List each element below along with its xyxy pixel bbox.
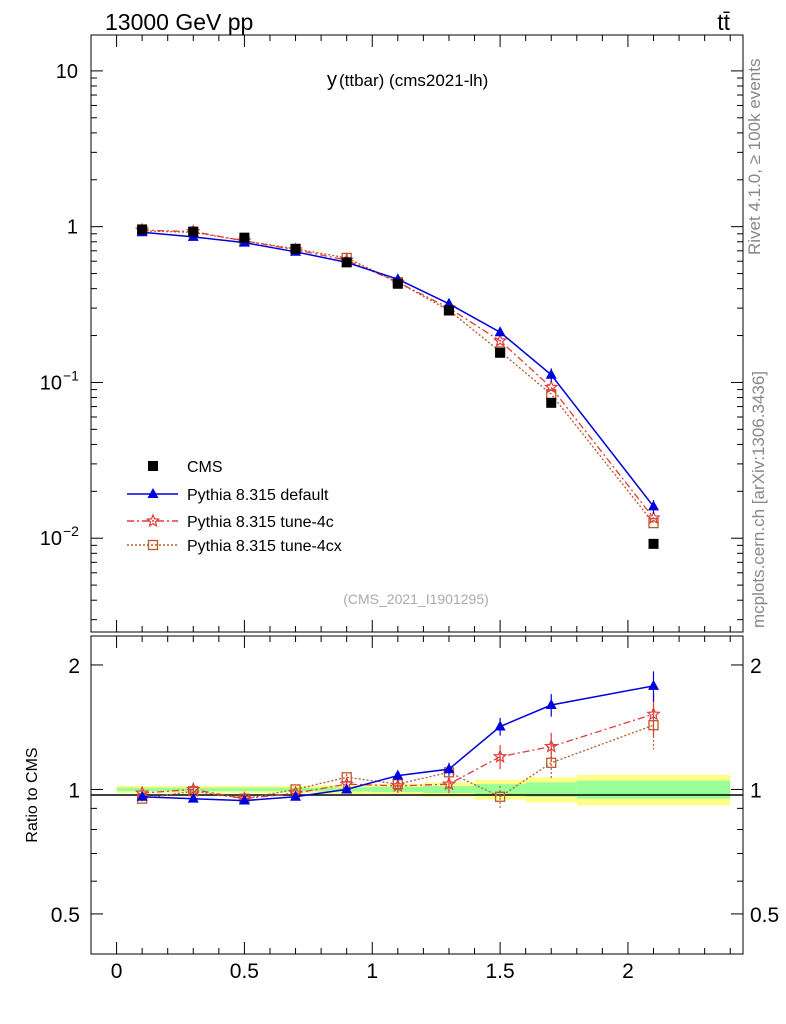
ratio-y-tick-label: 2 xyxy=(68,655,80,678)
ratio-y-tick-label-right: 0.5 xyxy=(750,904,779,927)
ratio-frame xyxy=(90,635,744,955)
data-point-cms xyxy=(290,243,301,254)
ratio-point-default xyxy=(392,769,404,780)
ratio-y-tick-label: 1 xyxy=(68,779,80,802)
ratio-point-default xyxy=(648,679,660,690)
ratio-point-tune4c xyxy=(186,781,201,796)
data-point-cms xyxy=(188,226,199,237)
data-point-cms xyxy=(137,224,148,235)
data-point-tune4c xyxy=(543,379,559,394)
main-frame xyxy=(90,34,744,633)
data-point-cms xyxy=(341,257,352,268)
ratio-point-tune4cx xyxy=(494,791,506,802)
legend-label-cms: CMS xyxy=(187,459,223,476)
ratio-band-inner xyxy=(525,782,577,797)
data-point-default xyxy=(545,368,557,379)
x-tick-label: 0.5 xyxy=(230,960,259,983)
ratio-series-tune4c xyxy=(134,694,661,805)
data-point-tune4c xyxy=(646,510,661,525)
ratio-point-tune4c xyxy=(543,738,559,753)
main-ticks xyxy=(91,35,743,632)
ratio-uncertainty-bands xyxy=(116,774,731,806)
plot-title-rest: (ttbar) (cms2021-lh) xyxy=(339,71,488,90)
legend-marker-default xyxy=(147,488,159,498)
rivet-label: Rivet 4.1.0, ≥ 100k events xyxy=(745,59,764,255)
main-y-tick-label: 10 xyxy=(40,372,62,394)
ratio-tick-labels: 2 2 1 1 0.5 0.5 0 0.5 1 1.5 2 xyxy=(51,655,779,983)
ratio-point-default xyxy=(290,790,302,801)
data-point-cms xyxy=(648,538,659,549)
x-tick-label: 1.5 xyxy=(485,960,514,983)
ratio-point-tune4c xyxy=(390,778,406,793)
ratio-line-default xyxy=(142,685,654,802)
ratio-panel: 2 2 1 1 0.5 0.5 0 0.5 1 1.5 2 Ratio to CMS xyxy=(24,635,779,983)
data-point-cms xyxy=(546,397,557,408)
legend-marker-cms xyxy=(148,461,158,471)
plot-title-main: y xyxy=(327,69,337,91)
ratio-point-tune4c xyxy=(441,776,457,791)
data-point-tune4c xyxy=(492,333,508,348)
main-y-tick-label: 10 xyxy=(40,528,62,550)
series-tune4c xyxy=(134,222,661,525)
series-tune4cx xyxy=(136,225,659,529)
ratio-line-tune4c xyxy=(142,713,654,800)
ratio-line-tune4cx xyxy=(142,724,654,800)
main-y-tick-label: 1 xyxy=(67,217,78,239)
ratio-band-inner xyxy=(269,787,322,792)
data-point-cms xyxy=(495,347,506,358)
data-point-default xyxy=(443,297,455,308)
x-tick-label: 1 xyxy=(366,960,378,983)
data-point-default xyxy=(648,500,660,511)
legend-marker-tune4cx xyxy=(147,539,159,551)
ratio-point-default xyxy=(545,699,557,710)
data-point-tune4cx xyxy=(648,517,659,529)
x-tick-label: 2 xyxy=(622,960,634,983)
data-point-cms xyxy=(443,305,454,316)
x-tick-label: 0 xyxy=(111,960,123,983)
ratio-band-inner xyxy=(218,787,270,792)
series-line-default xyxy=(142,231,655,507)
main-y-tick-label: 10 xyxy=(56,61,78,83)
main-y-tick-exponent: −2 xyxy=(63,523,79,539)
main-series xyxy=(134,222,661,549)
series-cms xyxy=(137,224,659,549)
ratio-point-default xyxy=(494,720,506,731)
ratio-y-axis-label: Ratio to CMS xyxy=(24,747,41,842)
legend: CMS Pythia 8.315 default Pythia 8.315 tune… xyxy=(127,459,342,555)
mcplots-label: mcplots.cern.ch [arXiv:1306.3436] xyxy=(749,371,768,628)
main-y-tick-exponent: −1 xyxy=(63,367,79,383)
legend-label-default: Pythia 8.315 default xyxy=(187,487,329,504)
ratio-y-tick-label-right: 2 xyxy=(750,655,762,678)
ratio-point-default xyxy=(187,792,199,803)
process-label: tt̄ xyxy=(717,9,730,35)
ratio-band-inner xyxy=(474,784,526,795)
ratio-point-tune4c xyxy=(492,749,508,763)
legend-label-tune4cx: Pythia 8.315 tune-4cx xyxy=(187,538,342,555)
ratio-y-tick-label: 0.5 xyxy=(51,904,80,927)
ratio-ticks xyxy=(91,636,743,955)
ratio-point-default xyxy=(238,794,250,805)
ratio-point-default xyxy=(341,783,353,794)
data-point-cms xyxy=(392,278,403,289)
ratio-series-default xyxy=(136,671,660,805)
ratio-y-tick-label-right: 1 xyxy=(750,779,762,802)
ratio-series xyxy=(134,671,661,809)
legend-marker-tune4c xyxy=(145,513,161,528)
ratio-point-default xyxy=(136,790,148,801)
ratio-point-tune4c xyxy=(646,706,661,721)
ratio-point-default xyxy=(443,763,455,774)
ratio-band-inner xyxy=(116,787,168,792)
energy-label: 13000 GeV pp xyxy=(105,9,253,35)
legend-label-tune4c: Pythia 8.315 tune-4c xyxy=(187,514,334,531)
data-point-default xyxy=(494,326,506,337)
ratio-band-inner xyxy=(576,780,731,799)
analysis-watermark: (CMS_2021_I1901295) xyxy=(343,591,489,607)
data-point-cms xyxy=(239,232,250,243)
